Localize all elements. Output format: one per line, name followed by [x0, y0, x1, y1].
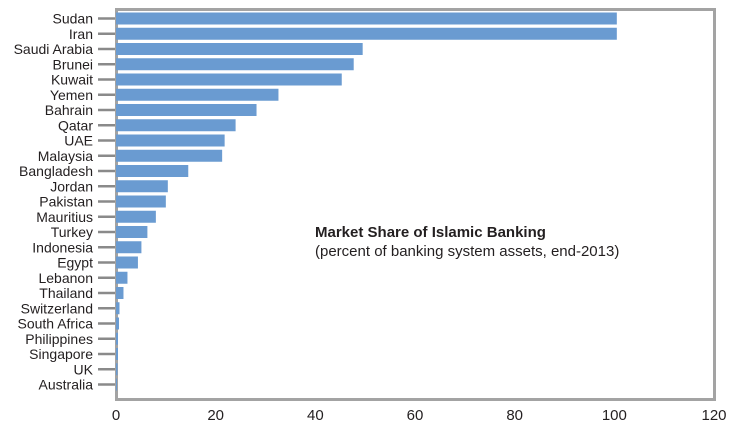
- x-tick-label: 20: [207, 407, 224, 424]
- bar: [116, 73, 342, 86]
- bar: [116, 134, 225, 147]
- category-label: Sudan: [53, 11, 93, 27]
- x-tick-label: 40: [307, 407, 324, 424]
- bar: [116, 363, 118, 376]
- category-label: Bahrain: [45, 102, 93, 118]
- bar: [116, 27, 617, 40]
- bar: [116, 302, 120, 315]
- category-label: Brunei: [53, 56, 93, 72]
- category-label: Pakistan: [39, 194, 93, 210]
- x-tick-label: 100: [602, 407, 627, 424]
- category-label: Lebanon: [38, 270, 93, 286]
- bar: [116, 119, 236, 132]
- category-label: Turkey: [51, 224, 93, 240]
- category-label: Malaysia: [38, 148, 93, 164]
- bar: [116, 88, 279, 101]
- bar: [116, 287, 124, 299]
- bar: [116, 226, 148, 238]
- category-label: Saudi Arabia: [14, 41, 94, 57]
- bar: [116, 332, 118, 345]
- category-label: South Africa: [18, 316, 94, 332]
- bar: [116, 378, 117, 391]
- category-label: Jordan: [50, 178, 93, 194]
- category-label: Yemen: [50, 87, 93, 103]
- category-label: Qatar: [58, 117, 93, 133]
- x-tick-label: 60: [407, 407, 424, 424]
- category-label: Philippines: [25, 331, 93, 347]
- category-label: Thailand: [39, 285, 93, 301]
- bars: [116, 12, 617, 391]
- x-tick-label: 80: [506, 407, 523, 424]
- category-label: Switzerland: [21, 300, 93, 316]
- category-label: Indonesia: [32, 239, 93, 255]
- category-label: Mauritius: [36, 209, 93, 225]
- category-label: UAE: [64, 133, 93, 149]
- x-tick-label: 120: [701, 407, 726, 424]
- bar: [116, 180, 168, 193]
- annotation-title: Market Share of Islamic Banking: [315, 224, 546, 241]
- bar: [116, 317, 119, 330]
- bar: [116, 210, 156, 223]
- category-label: Singapore: [29, 346, 93, 362]
- category-label: Bangladesh: [19, 163, 93, 179]
- bar: [116, 348, 118, 360]
- category-label: Australia: [39, 377, 94, 393]
- category-label: Egypt: [57, 255, 93, 271]
- bar: [116, 195, 166, 208]
- category-label: Kuwait: [51, 72, 93, 88]
- x-tick-labels: 0 20 40 60 80 100 120: [112, 407, 727, 424]
- bar: [116, 43, 363, 55]
- bar: [116, 256, 138, 269]
- bar: [116, 241, 142, 254]
- annotation-subtitle: (percent of banking system assets, end-2…: [315, 243, 619, 260]
- x-tick-label: 0: [112, 407, 120, 424]
- bar: [116, 58, 354, 71]
- bar: [116, 165, 189, 177]
- bar: [116, 104, 257, 116]
- bar: [116, 149, 223, 162]
- bar: [116, 12, 617, 25]
- y-tick-marks: [98, 17, 115, 386]
- category-label: UK: [74, 361, 94, 377]
- category-label: Iran: [69, 26, 93, 42]
- bar: [116, 271, 128, 284]
